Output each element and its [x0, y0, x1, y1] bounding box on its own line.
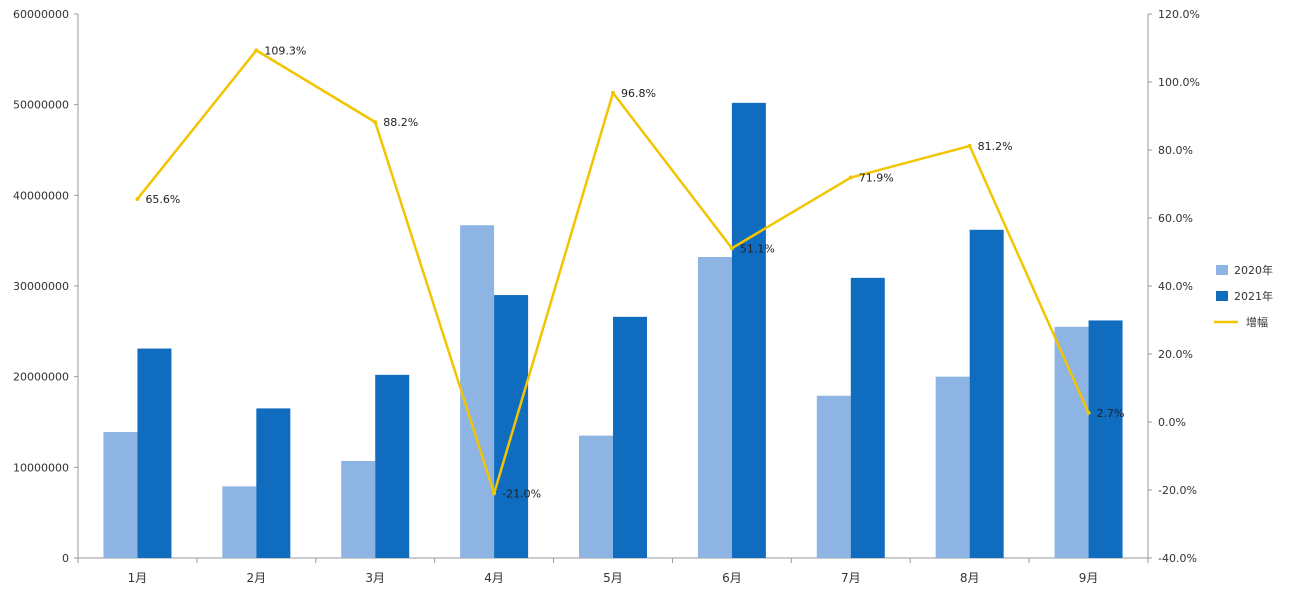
- growth-data-label: -21.0%: [502, 487, 541, 500]
- bar-2020年-8月: [935, 376, 970, 558]
- bar-2021年-2月: [256, 408, 291, 558]
- right-tick-label: 60.0%: [1158, 212, 1193, 225]
- left-tick-label: 20000000: [13, 371, 69, 384]
- left-tick-label: 40000000: [13, 189, 69, 202]
- growth-point-9月: [1086, 410, 1091, 415]
- bar-2021年-3月: [375, 374, 410, 558]
- bar-2021年-7月: [850, 277, 885, 558]
- legend-swatch-2020年: [1216, 265, 1228, 275]
- legend-label: 2020年: [1234, 263, 1273, 277]
- growth-point-5月: [611, 90, 615, 95]
- x-category-label: 5月: [603, 571, 623, 585]
- right-tick-label: 0.0%: [1158, 416, 1186, 429]
- bar-2020年-5月: [579, 435, 613, 558]
- growth-data-label: 51.1%: [740, 242, 775, 255]
- bar-2020年-7月: [816, 395, 851, 558]
- growth-point-8月: [967, 143, 972, 148]
- right-tick-label: 120.0%: [1158, 8, 1200, 21]
- growth-point-2月: [254, 48, 259, 53]
- growth-data-label: 65.6%: [145, 193, 180, 206]
- left-tick-label: 50000000: [13, 99, 69, 112]
- growth-data-label: 81.2%: [978, 140, 1013, 153]
- x-category-label: 2月: [247, 571, 267, 585]
- x-category-label: 8月: [960, 571, 980, 585]
- right-tick-label: -40.0%: [1158, 552, 1197, 565]
- growth-point-7月: [848, 175, 853, 180]
- right-tick-label: -20.0%: [1158, 484, 1197, 497]
- bar-2021年-4月: [494, 295, 529, 558]
- bar-2021年-9月: [1088, 320, 1123, 558]
- left-tick-label: 30000000: [13, 280, 69, 293]
- legend-swatch-2021年: [1216, 291, 1228, 301]
- growth-data-label: 109.3%: [264, 44, 306, 57]
- x-category-label: 4月: [484, 571, 504, 585]
- legend-label: 2021年: [1234, 289, 1273, 303]
- growth-data-label: 71.9%: [859, 172, 894, 185]
- right-tick-label: 20.0%: [1158, 348, 1193, 361]
- growth-point-1月: [135, 196, 140, 201]
- x-category-label: 3月: [365, 571, 385, 585]
- left-tick-label: 10000000: [13, 461, 69, 474]
- growth-data-label: 2.7%: [1097, 407, 1125, 420]
- right-tick-label: 100.0%: [1158, 76, 1200, 89]
- bar-2020年-3月: [341, 460, 376, 558]
- bar-2020年-4月: [460, 225, 495, 558]
- bar-2020年-1月: [103, 431, 138, 558]
- growth-point-6月: [729, 246, 734, 251]
- bar-2021年-6月: [731, 102, 766, 558]
- x-category-label: 9月: [1079, 571, 1099, 585]
- bar-2021年-5月: [613, 316, 647, 558]
- left-tick-label: 60000000: [13, 8, 69, 21]
- bar-2021年-8月: [969, 229, 1004, 558]
- bar-2020年-2月: [222, 486, 257, 558]
- bar-2020年-6月: [697, 256, 732, 558]
- left-tick-label: 0: [62, 552, 69, 565]
- bar-2020年-9月: [1054, 326, 1089, 558]
- growth-data-label: 96.8%: [621, 87, 656, 100]
- growth-point-3月: [373, 120, 378, 125]
- bar-2021年-1月: [137, 348, 172, 558]
- right-tick-label: 80.0%: [1158, 144, 1193, 157]
- x-category-label: 1月: [128, 571, 148, 585]
- growth-point-4月: [492, 491, 497, 496]
- right-tick-label: 40.0%: [1158, 280, 1193, 293]
- growth-data-label: 88.2%: [383, 116, 418, 129]
- x-category-label: 6月: [722, 571, 742, 585]
- legend-label: 增幅: [1246, 315, 1268, 329]
- x-category-label: 7月: [841, 571, 861, 585]
